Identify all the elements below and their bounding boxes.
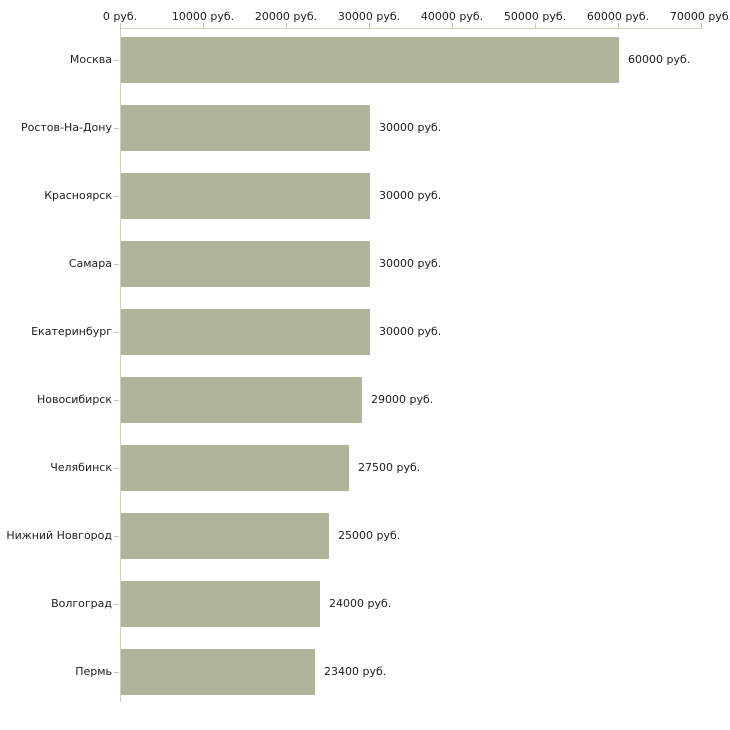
category-label: Челябинск xyxy=(50,461,112,474)
x-axis-tick-label: 70000 руб. xyxy=(669,10,730,23)
category-label: Екатеринбург xyxy=(31,325,112,338)
x-axis-tick xyxy=(452,23,453,28)
category-label: Новосибирск xyxy=(36,393,112,406)
x-axis-line xyxy=(120,28,702,29)
category-label: Красноярск xyxy=(44,189,112,202)
value-label: 30000 руб. xyxy=(379,325,442,338)
x-axis-tick xyxy=(369,23,370,28)
category-label: Ростов-На-Дону xyxy=(20,121,112,134)
x-axis-tick-label: 20000 руб. xyxy=(254,10,318,23)
y-axis-tick xyxy=(114,672,119,673)
y-axis-tick xyxy=(114,332,119,333)
bar-Челябинск xyxy=(121,445,349,491)
x-axis-tick-label: 60000 руб. xyxy=(586,10,650,23)
x-axis-tick-label: 50000 руб. xyxy=(503,10,567,23)
x-axis-tick-label: 10000 руб. xyxy=(171,10,235,23)
y-axis-tick xyxy=(114,128,119,129)
bar-Новосибирск xyxy=(121,377,362,423)
category-label: Самара xyxy=(68,257,112,270)
x-axis-tick xyxy=(120,23,121,28)
value-label: 30000 руб. xyxy=(379,257,442,270)
bar-Красноярск xyxy=(121,173,370,219)
y-axis-tick xyxy=(114,60,119,61)
y-axis-tick xyxy=(114,264,119,265)
x-axis-tick xyxy=(286,23,287,28)
value-label: 29000 руб. xyxy=(371,393,434,406)
value-label: 25000 руб. xyxy=(338,529,401,542)
value-label: 24000 руб. xyxy=(329,597,392,610)
x-axis-tick xyxy=(701,23,702,28)
category-label: Волгоград xyxy=(51,597,112,610)
x-axis-tick xyxy=(203,23,204,28)
x-axis-tick-label: 0 руб. xyxy=(102,10,138,23)
x-axis-tick-label: 40000 руб. xyxy=(420,10,484,23)
value-label: 23400 руб. xyxy=(324,665,387,678)
value-label: 30000 руб. xyxy=(379,189,442,202)
bar-Нижний Новгород xyxy=(121,513,329,559)
y-axis-tick xyxy=(114,196,119,197)
bar-Волгоград xyxy=(121,581,320,627)
category-label: Москва xyxy=(69,53,112,66)
y-axis-tick xyxy=(114,400,119,401)
value-label: 60000 руб. xyxy=(628,53,691,66)
bar-Екатеринбург xyxy=(121,309,370,355)
y-axis-line xyxy=(120,28,121,702)
bar-Ростов-На-Дону xyxy=(121,105,370,151)
y-axis-tick xyxy=(114,536,119,537)
value-label: 27500 руб. xyxy=(358,461,421,474)
bar-Самара xyxy=(121,241,370,287)
y-axis-tick xyxy=(114,604,119,605)
category-label: Нижний Новгород xyxy=(6,529,112,542)
bar-Пермь xyxy=(121,649,315,695)
x-axis-tick xyxy=(535,23,536,28)
bar-Москва xyxy=(121,37,619,83)
x-axis-tick-label: 30000 руб. xyxy=(337,10,401,23)
value-label: 30000 руб. xyxy=(379,121,442,134)
category-label: Пермь xyxy=(75,665,112,678)
x-axis-tick xyxy=(618,23,619,28)
y-axis-tick xyxy=(114,468,119,469)
